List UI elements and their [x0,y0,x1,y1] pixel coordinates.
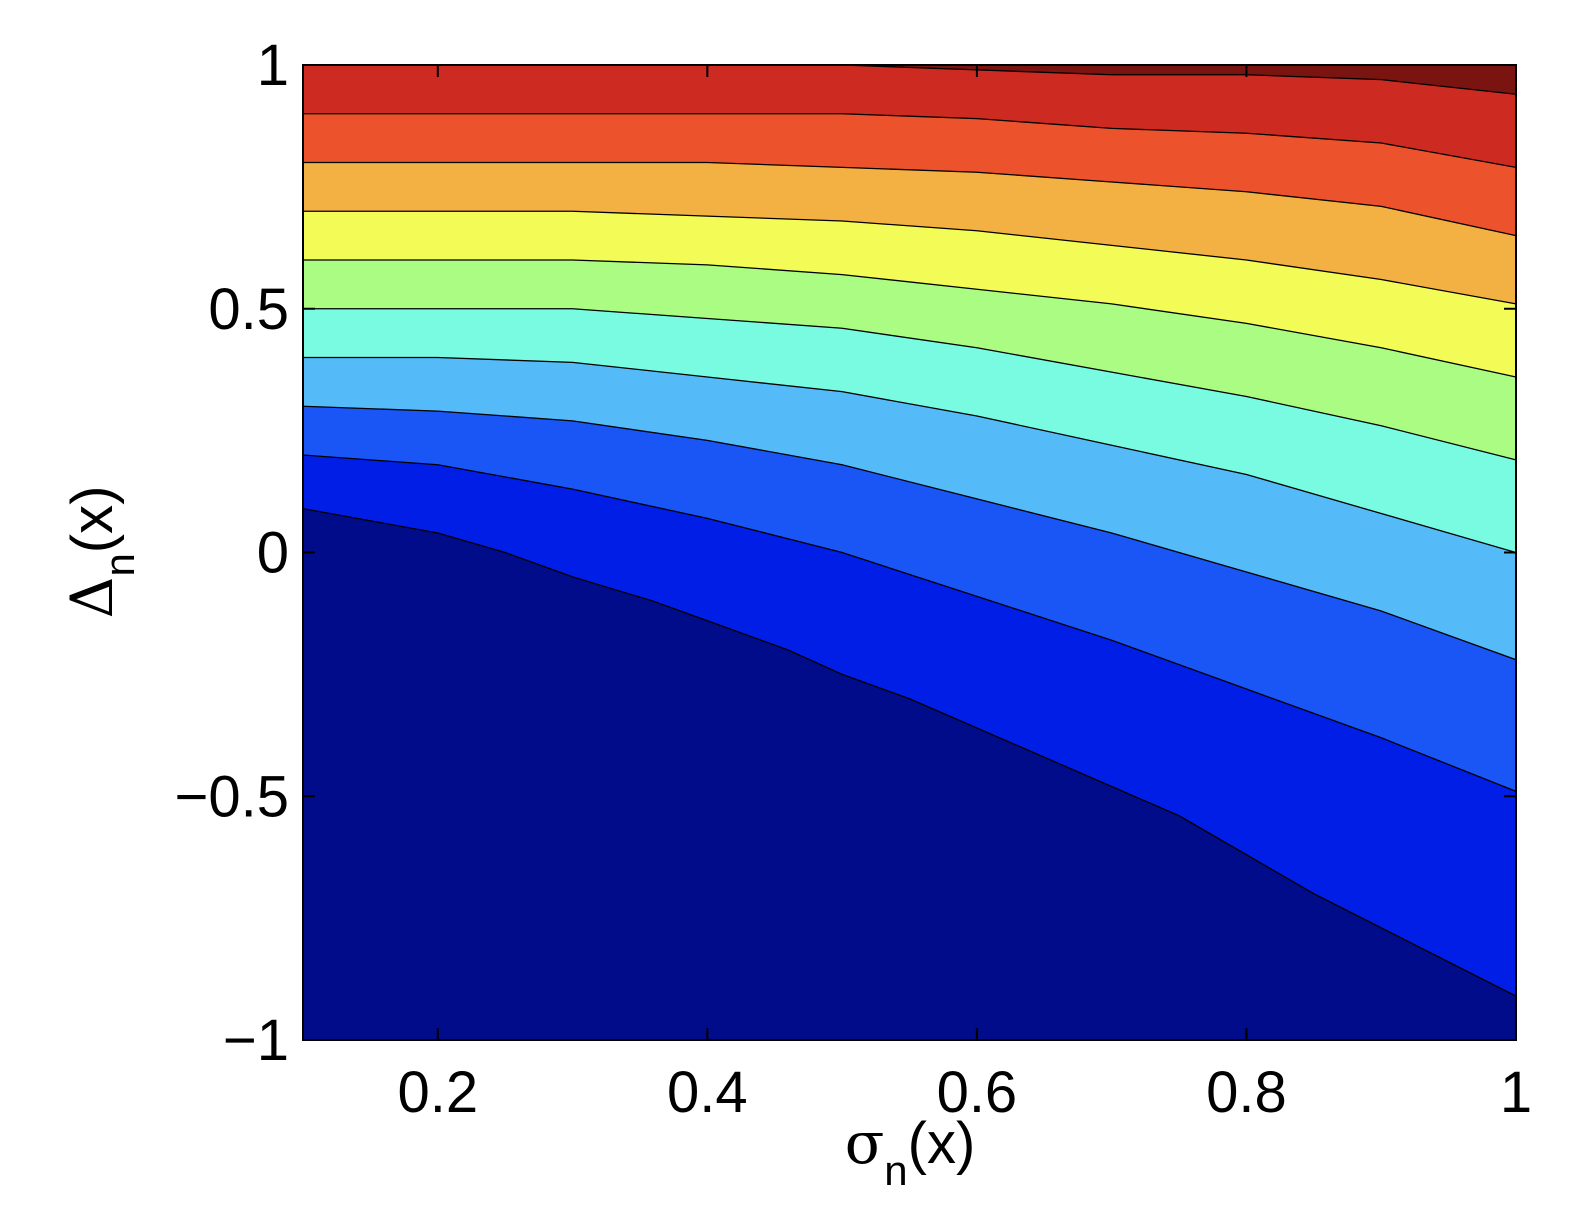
y-tick-label: −1 [223,1008,289,1073]
y-tick-label: −0.5 [175,764,290,829]
x-tick-labels: 0.2 0.4 0.6 0.8 1 [397,1060,1532,1125]
y-tick-label: 1 [257,33,289,98]
contour-line-1 [303,507,1516,997]
contour-band-11 [303,65,1516,95]
x-axis-label-symbol: σ [845,1109,885,1177]
x-tick-label: 0.2 [397,1060,478,1125]
axis-ticks [303,64,1517,1041]
contour-line-3 [303,405,1516,661]
contour-line-8 [303,161,1516,237]
x-tick-label: 0.4 [667,1060,748,1125]
contour-line-5 [303,308,1516,461]
y-axis-label-rest: (x) [60,486,125,554]
x-tick-label: 1 [1500,1060,1532,1125]
contour-line-6 [303,259,1516,378]
x-tick-label: 0.8 [1206,1060,1287,1125]
contour-lines [303,65,1516,997]
y-axis-label-symbol: Δ [58,577,126,619]
y-axis-label-subscript: n [96,553,143,576]
y-tick-label: 0 [257,521,289,586]
contour-line-10 [842,65,1516,95]
y-tick-labels: −1 −0.5 0 0.5 1 [175,33,290,1073]
y-tick-label: 0.5 [208,277,289,342]
contour-line-4 [303,356,1516,554]
y-axis-label: Δn(x) [58,486,143,619]
contour-line-9 [303,113,1516,169]
x-axis-label-subscript: n [884,1147,907,1194]
x-axis-label: σn(x) [845,1109,976,1194]
x-axis-label-rest: (x) [908,1111,976,1176]
contour-line-7 [303,210,1516,305]
x-tick-label: 0.6 [937,1060,1018,1125]
contour-line-2 [303,454,1516,792]
